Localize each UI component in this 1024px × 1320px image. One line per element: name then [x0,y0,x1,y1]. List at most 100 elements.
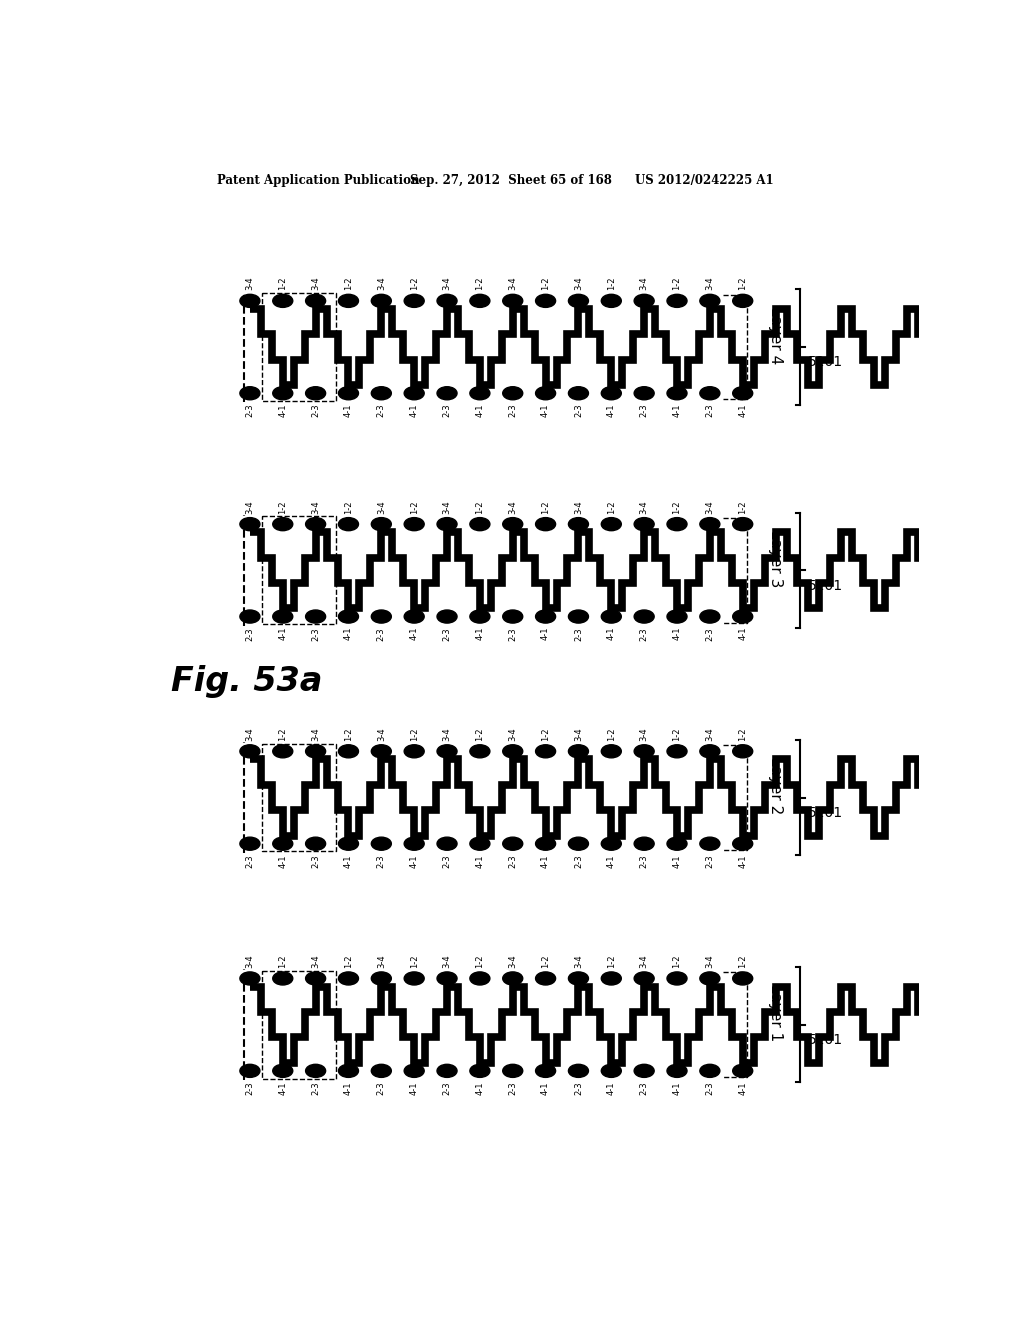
Text: 4-1: 4-1 [410,1081,419,1094]
Ellipse shape [339,1064,358,1077]
Text: 1-2: 1-2 [344,954,353,968]
Text: 4-1: 4-1 [541,1081,550,1094]
Text: 3-4: 3-4 [706,277,715,290]
Text: 3-4: 3-4 [377,277,386,290]
Ellipse shape [601,610,622,623]
Ellipse shape [437,1064,457,1077]
Ellipse shape [733,1064,753,1077]
Text: 2-3: 2-3 [706,404,715,417]
Ellipse shape [272,517,293,531]
Ellipse shape [404,294,424,308]
Ellipse shape [699,517,720,531]
Text: 2-3: 2-3 [442,627,452,640]
Ellipse shape [634,837,654,850]
Ellipse shape [568,972,589,985]
Text: 2-3: 2-3 [508,854,517,867]
Ellipse shape [601,972,622,985]
Ellipse shape [272,837,293,850]
Text: 1-2: 1-2 [607,727,615,741]
Text: Layer 1: Layer 1 [768,985,782,1041]
Text: 1-2: 1-2 [475,954,484,968]
Text: Layer 3: Layer 3 [768,531,782,587]
Text: 4-1: 4-1 [607,627,615,640]
Text: 2-3: 2-3 [640,627,648,640]
Ellipse shape [372,744,391,758]
Ellipse shape [305,387,326,400]
Text: 1-2: 1-2 [541,954,550,968]
Ellipse shape [272,387,293,400]
Ellipse shape [601,744,622,758]
Text: 2-3: 2-3 [508,627,517,640]
Ellipse shape [601,1064,622,1077]
Text: Layer 4: Layer 4 [768,306,782,364]
Text: Patent Application Publication: Patent Application Publication [217,174,419,187]
Ellipse shape [470,294,489,308]
Text: 3-4: 3-4 [508,500,517,513]
Text: 1-2: 1-2 [279,500,288,513]
Ellipse shape [272,972,293,985]
Ellipse shape [470,744,489,758]
Text: 3-4: 3-4 [311,727,321,741]
Text: 3-4: 3-4 [442,277,452,290]
Text: 1-2: 1-2 [279,954,288,968]
Text: 3-4: 3-4 [311,277,321,290]
Ellipse shape [372,387,391,400]
Ellipse shape [667,610,687,623]
Text: 4-1: 4-1 [541,854,550,867]
Ellipse shape [372,294,391,308]
Text: 3-4: 3-4 [508,277,517,290]
Text: 5201: 5201 [808,355,844,370]
Text: 3-4: 3-4 [640,954,648,968]
Ellipse shape [733,517,753,531]
Text: 1-2: 1-2 [607,954,615,968]
Text: 4-1: 4-1 [344,627,353,640]
Text: 5201: 5201 [808,807,844,820]
Text: 4-1: 4-1 [673,404,682,417]
Text: 4-1: 4-1 [279,1081,288,1094]
Ellipse shape [536,294,556,308]
Ellipse shape [733,837,753,850]
Text: 1-2: 1-2 [738,277,748,290]
Text: 1-2: 1-2 [673,727,682,741]
Text: 3-4: 3-4 [640,277,648,290]
Ellipse shape [667,744,687,758]
Ellipse shape [272,294,293,308]
Text: 4-1: 4-1 [541,404,550,417]
Ellipse shape [470,972,489,985]
Text: 3-4: 3-4 [311,954,321,968]
Ellipse shape [404,610,424,623]
Text: 2-3: 2-3 [246,404,254,417]
Ellipse shape [634,610,654,623]
Text: 3-4: 3-4 [706,727,715,741]
Ellipse shape [404,387,424,400]
Text: 2-3: 2-3 [311,404,321,417]
Ellipse shape [372,610,391,623]
Text: 4-1: 4-1 [607,1081,615,1094]
Text: Sep. 27, 2012  Sheet 65 of 168: Sep. 27, 2012 Sheet 65 of 168 [410,174,612,187]
Text: 4-1: 4-1 [738,854,748,867]
Ellipse shape [437,972,457,985]
Ellipse shape [699,610,720,623]
Text: 2-3: 2-3 [311,1081,321,1094]
Text: 4-1: 4-1 [738,404,748,417]
Text: 2-3: 2-3 [640,1081,648,1094]
Text: 4-1: 4-1 [344,854,353,867]
Text: 2-3: 2-3 [442,404,452,417]
Text: 4-1: 4-1 [410,854,419,867]
Text: 1-2: 1-2 [344,500,353,513]
Text: 3-4: 3-4 [573,277,583,290]
Ellipse shape [339,837,358,850]
Ellipse shape [667,837,687,850]
Text: 3-4: 3-4 [706,500,715,513]
Text: 3-4: 3-4 [573,954,583,968]
Ellipse shape [437,294,457,308]
Ellipse shape [634,517,654,531]
Ellipse shape [536,517,556,531]
Ellipse shape [404,744,424,758]
Text: 3-4: 3-4 [706,954,715,968]
Text: 3-4: 3-4 [508,727,517,741]
Text: 2-3: 2-3 [442,854,452,867]
Ellipse shape [699,837,720,850]
Ellipse shape [536,837,556,850]
Ellipse shape [568,744,589,758]
